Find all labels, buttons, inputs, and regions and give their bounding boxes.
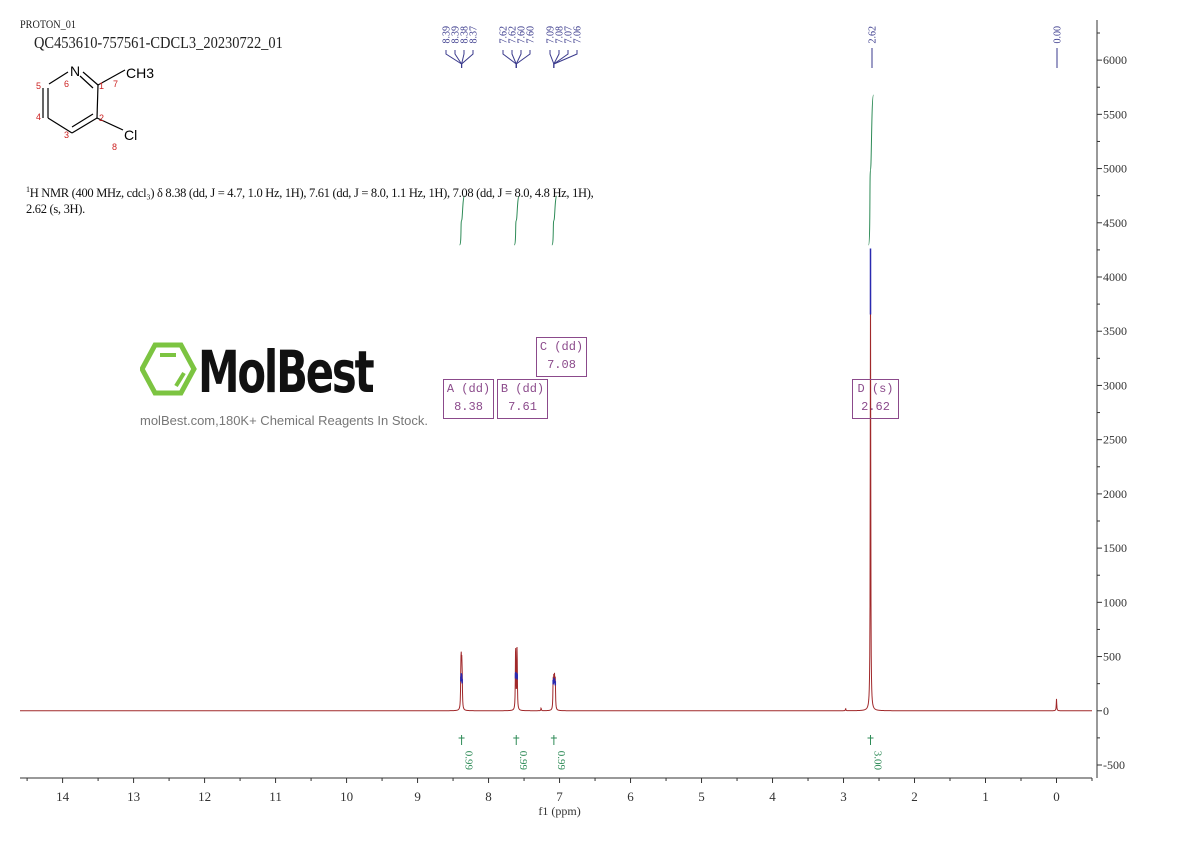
- peak-shift-label: 8.38: [460, 26, 471, 44]
- x-tick-label: 0: [1053, 789, 1060, 804]
- atom-number: 8: [112, 142, 117, 152]
- y-tick-label: 6000: [1103, 53, 1127, 67]
- multiplet-label: D (s): [857, 382, 894, 396]
- watermark-brand: MolBest: [198, 338, 375, 406]
- x-tick-label: 6: [627, 789, 634, 804]
- peak-connector: [445, 50, 463, 68]
- peak-shift-label: 0.00: [1053, 26, 1064, 44]
- y-tick-label: 2000: [1103, 487, 1127, 501]
- peak-shift-label: 8.39: [442, 26, 453, 44]
- integral-value: 3.00: [872, 751, 884, 771]
- x-tick-label: 5: [698, 789, 705, 804]
- integral-curve: [551, 195, 558, 246]
- atom-n: N: [70, 63, 80, 79]
- molbest-logo-icon: [140, 342, 197, 396]
- atom-number: 6: [64, 79, 69, 89]
- peak-shift-label: 7.62: [508, 26, 519, 44]
- x-tick-label: 14: [56, 789, 70, 804]
- multiplet-box-c: C (dd) 7.08: [536, 337, 587, 377]
- atom-number: 4: [36, 112, 41, 122]
- multiplet-box-d: D (s) 2.62: [852, 379, 899, 419]
- nmr-description: 1H NMR (400 MHz, cdcl₃) δ 8.38 (dd, J = …: [26, 182, 596, 217]
- multiplet-label: C (dd): [539, 340, 584, 354]
- peak-shift-label: 7.09: [546, 26, 557, 44]
- y-tick-label: 2500: [1103, 433, 1127, 447]
- y-tick-label: 1000: [1103, 595, 1127, 609]
- atom-number: 1: [99, 81, 104, 91]
- atom-ch3: CH3: [126, 65, 154, 81]
- multiplet-shift: 7.61: [508, 400, 537, 414]
- y-tick-label: 0: [1103, 704, 1109, 718]
- superscript: 1: [26, 185, 30, 194]
- peak-shift-label: 7.60: [526, 26, 537, 44]
- x-tick-label: 4: [769, 789, 776, 804]
- x-tick-label: 3: [840, 789, 847, 804]
- peak-shift-label: 7.62: [499, 26, 510, 44]
- molecule-structure: N CH3 Cl 1 2 3 4 5 6 7 8: [36, 63, 154, 152]
- peak-connector: [553, 50, 560, 68]
- x-axis-label: f1 (ppm): [538, 804, 580, 818]
- y-tick-label: 3000: [1103, 378, 1127, 392]
- atom-number: 2: [99, 113, 104, 123]
- y-tick-label: 1500: [1103, 541, 1127, 555]
- x-tick-label: 2: [911, 789, 918, 804]
- multiplet-label: B (dd): [500, 382, 545, 396]
- y-tick-label: 4000: [1103, 270, 1127, 284]
- peak-connector: [461, 50, 474, 68]
- peak-connector: [515, 50, 522, 68]
- peak-connector: [549, 50, 555, 68]
- x-tick-label: 9: [414, 789, 421, 804]
- integral-value: 0.99: [517, 751, 529, 771]
- y-tick-label: 3500: [1103, 324, 1127, 338]
- sample-title: QC453610-757561-CDCL3_20230722_01: [34, 33, 283, 52]
- integral-curve: [868, 94, 874, 246]
- peak-connector: [454, 50, 463, 68]
- multiplet-shift: 2.62: [861, 400, 890, 414]
- integral-curve: [459, 195, 466, 246]
- peak-connector: [511, 50, 517, 68]
- integral-value: 0.99: [463, 751, 475, 771]
- atom-number: 7: [113, 79, 118, 89]
- x-tick-label: 8: [485, 789, 492, 804]
- x-tick-label: 12: [198, 789, 211, 804]
- atom-number: 3: [64, 130, 69, 140]
- x-tick-label: 11: [269, 789, 282, 804]
- y-tick-label: 4500: [1103, 216, 1127, 230]
- x-tick-label: 13: [127, 789, 140, 804]
- multiplet-box-b: B (dd) 7.61: [497, 379, 548, 419]
- x-tick-label: 10: [340, 789, 353, 804]
- atom-number: 5: [36, 81, 41, 91]
- multiplet-box-a: A (dd) 8.38: [443, 379, 494, 419]
- multiplet-label: A (dd): [446, 382, 491, 396]
- spectrum-trace: [20, 270, 1092, 712]
- y-tick-label: -500: [1103, 758, 1125, 772]
- multiplet-shift: 7.08: [547, 358, 576, 372]
- integral-curve: [513, 195, 520, 246]
- watermark-tagline: molBest.com,180K+ Chemical Reagents In S…: [140, 413, 428, 428]
- peak-shift-label: 7.07: [564, 26, 575, 44]
- nmr-description-text: H NMR (400 MHz, cdcl₃) δ 8.38 (dd, J = 4…: [26, 186, 594, 217]
- y-tick-label: 500: [1103, 650, 1121, 664]
- multiplet-shift: 8.38: [454, 400, 483, 414]
- peak-shift-label: 8.39: [451, 26, 462, 44]
- x-tick-label: 7: [556, 789, 563, 804]
- integral-value: 0.99: [555, 751, 567, 771]
- peak-shift-label: 8.37: [469, 26, 480, 44]
- peak-connector: [515, 50, 531, 68]
- peak-shift-label: 7.08: [555, 26, 566, 44]
- peak-shift-label: 7.60: [517, 26, 528, 44]
- atom-cl: Cl: [124, 127, 137, 143]
- x-tick-label: 1: [982, 789, 989, 804]
- peak-shift-label: 2.62: [868, 26, 879, 44]
- y-tick-label: 5000: [1103, 162, 1127, 176]
- y-tick-label: 5500: [1103, 107, 1127, 121]
- peak-connector: [553, 50, 578, 68]
- experiment-name: PROTON_01: [20, 17, 76, 31]
- peak-shift-label: 7.06: [573, 26, 584, 44]
